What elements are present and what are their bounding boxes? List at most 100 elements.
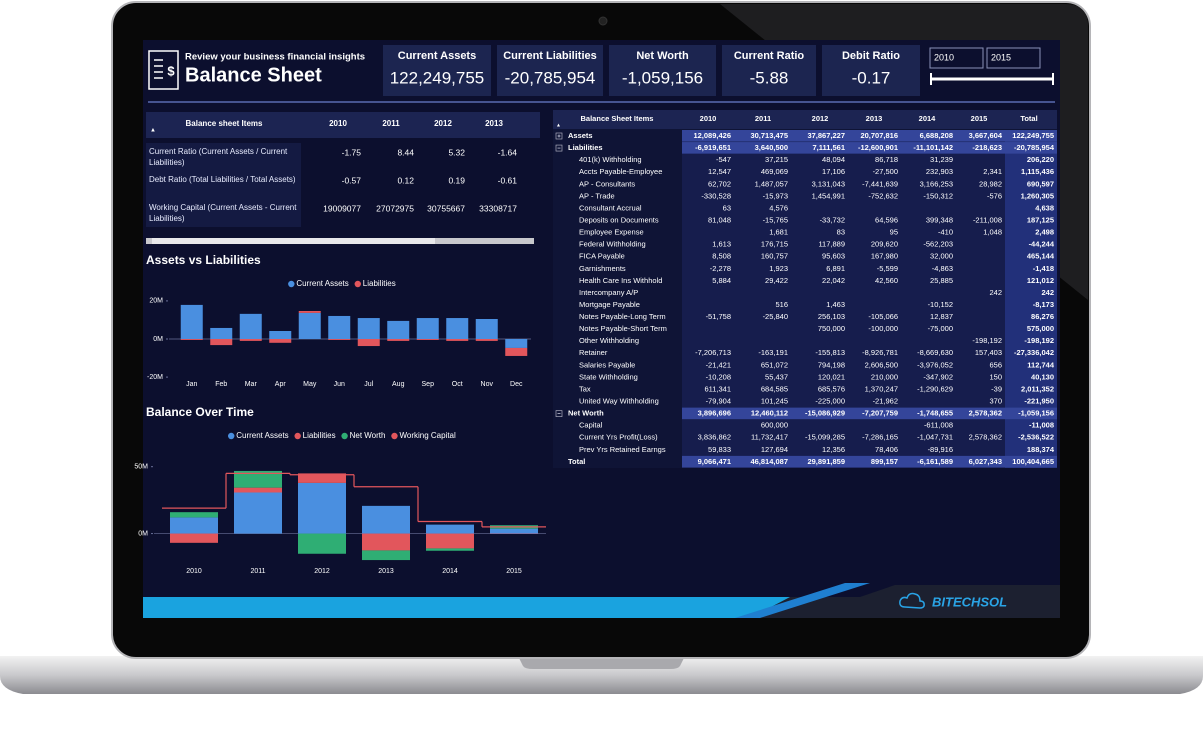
cell: 9,066,471 [698, 457, 731, 466]
bar [416, 339, 439, 340]
legend-item: Liabilities [294, 431, 336, 440]
cell: 187,125 [1027, 215, 1054, 224]
cell: 78,406 [875, 445, 898, 454]
row-label: Salaries Payable [579, 360, 635, 369]
bar [170, 517, 218, 534]
bar [387, 320, 410, 339]
legend-label: Liabilities [363, 279, 396, 288]
y-tick-label: 0M [153, 336, 163, 343]
table-row-bg [146, 199, 301, 227]
bar [180, 339, 203, 340]
table-header: 2011 [382, 119, 400, 128]
table-header: 2012 [434, 119, 452, 128]
cell: -1,748,655 [917, 409, 953, 418]
cell: -11,101,142 [913, 143, 953, 152]
group-label: Liabilities [568, 143, 603, 152]
cell: -198,192 [972, 336, 1002, 345]
bar [234, 492, 282, 534]
table-header: 2013 [866, 114, 883, 123]
expand-icon[interactable] [555, 410, 563, 417]
x-tick-label: 2014 [442, 568, 458, 575]
group-row-bg [682, 142, 1057, 154]
x-tick-label: Jul [364, 381, 373, 388]
slicer-box[interactable] [929, 47, 984, 69]
cell: 4,638 [1035, 203, 1054, 212]
x-tick-label: Aug [392, 381, 405, 388]
expand-icon[interactable] [555, 132, 563, 140]
cell: 2,606,500 [865, 360, 898, 369]
row-label: Working Capital (Current Assets - Curren… [149, 203, 297, 223]
cell: -39 [991, 384, 1002, 393]
cell: -4,863 [932, 264, 953, 273]
cell: 6,688,208 [920, 131, 953, 140]
cell: 209,620 [871, 240, 898, 249]
cell: 210,000 [871, 372, 898, 381]
bar [210, 327, 233, 339]
cell: 64,596 [875, 215, 898, 224]
x-tick-label: Sep [422, 381, 435, 388]
cell: 0.12 [397, 175, 414, 185]
cell: -79,904 [706, 397, 731, 406]
table-header: 2012 [812, 114, 829, 123]
bar [357, 339, 380, 347]
cell: 86,276 [1031, 312, 1054, 321]
legend-label: Current Assets [236, 431, 288, 440]
legend-item: Net Worth [341, 431, 385, 440]
cell: -576 [987, 191, 1002, 200]
cell: 3,640,500 [755, 143, 788, 152]
cell: -7,206,713 [695, 348, 731, 357]
bar [446, 339, 469, 341]
legend-label: Working Capital [399, 431, 456, 440]
bar [269, 339, 292, 343]
x-tick-label: Dec [510, 381, 523, 388]
cell: 1,463 [826, 300, 845, 309]
bar [170, 512, 218, 518]
cell: 86,718 [875, 155, 898, 164]
expand-icon[interactable] [555, 144, 563, 152]
x-tick-label: Mar [245, 381, 258, 388]
cell: 160,757 [761, 252, 788, 261]
cell: 157,403 [975, 348, 1002, 357]
cell: 1,048 [983, 228, 1002, 237]
cell: 95,603 [822, 252, 845, 261]
legend-item: Current Assets [228, 431, 289, 440]
row-label-box: Debt Ratio (Total Liabilities / Total As… [149, 175, 296, 184]
cell: 575,000 [1027, 324, 1054, 333]
bar [298, 482, 346, 534]
cell: -150,312 [923, 191, 953, 200]
kpi-value: -0.17 [852, 68, 891, 87]
kpi-label: Current Ratio [734, 50, 805, 62]
group-label: Total [568, 457, 585, 466]
cell: 6,891 [826, 264, 845, 273]
row-label: Consultant Accrual [579, 203, 642, 212]
cell: -75,000 [928, 324, 953, 333]
cell: -33,732 [820, 215, 845, 224]
kpi-value: -5.88 [750, 68, 789, 87]
cell: -410 [938, 228, 953, 237]
cell: 2,578,362 [969, 409, 1002, 418]
legend-swatch [391, 432, 398, 440]
cell: 20,707,816 [860, 131, 898, 140]
cell: 750,000 [818, 324, 845, 333]
cell: 611,341 [704, 384, 731, 393]
cell: 46,814,087 [750, 457, 788, 466]
cell: -89,916 [928, 445, 953, 454]
bar [362, 550, 410, 561]
row-label: Garnishments [579, 264, 626, 273]
legend-item: Liabilities [354, 279, 396, 288]
cell: 25,885 [930, 276, 953, 285]
cell: 37,215 [765, 155, 788, 164]
svg-text:$: $ [167, 63, 175, 78]
cell: -27,336,042 [1014, 348, 1054, 357]
table-header: 2013 [485, 119, 503, 128]
cell: 794,198 [818, 360, 845, 369]
scrollbar-thumb[interactable] [152, 238, 435, 244]
cell: 40,130 [1031, 372, 1054, 381]
group-row-bg [682, 407, 1057, 420]
cell: 188,374 [1027, 445, 1055, 454]
sort-arrow: ▲ [556, 122, 561, 128]
slicer-box[interactable] [986, 47, 1041, 69]
x-tick-label: 2013 [378, 568, 394, 575]
bar [328, 339, 351, 340]
legend-item: Current Assets [288, 279, 349, 288]
